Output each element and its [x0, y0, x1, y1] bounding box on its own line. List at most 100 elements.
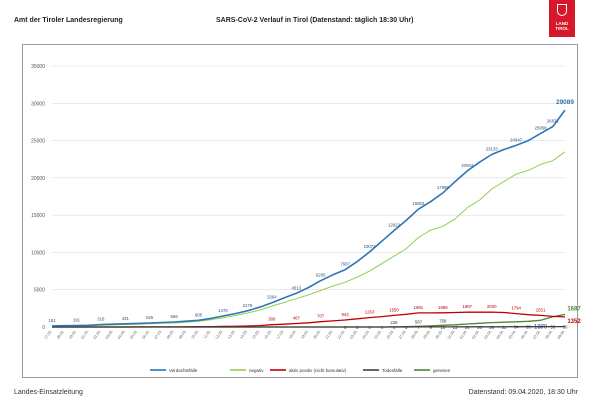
series-line-verdacht [51, 109, 566, 327]
data-label-tod: 7 [417, 325, 420, 330]
series-line-genesen [52, 313, 566, 328]
data-label-tod: 10 [440, 325, 445, 330]
data-label-aktiv: 1794 [511, 306, 521, 311]
x-tick-label: 07.04. [532, 329, 541, 339]
y-tick-label: 35000 [31, 64, 45, 70]
x-tick-label: 28.02. [56, 329, 65, 339]
data-label-tod: 4 [393, 325, 396, 330]
data-label-aktiv: 309 [268, 317, 276, 322]
data-label-verdacht: 29089 [556, 99, 574, 106]
data-label-tod: 26 [477, 325, 482, 330]
legend-label-tod: Todesfälle [382, 368, 403, 373]
x-tick-label: 07.03. [154, 329, 163, 339]
logo-text: LAND TIROL [555, 21, 569, 31]
data-label-genesen: 1370 [534, 324, 548, 330]
data-label-tod: 2 [356, 325, 359, 330]
x-tick-label: 05.03. [129, 329, 138, 339]
x-tick-label: 04.04. [496, 329, 505, 339]
data-label-verdacht: 4513 [292, 285, 302, 290]
data-label-tod: 13 [453, 325, 458, 330]
x-tick-label: 13.03. [227, 329, 236, 339]
data-label-verdacht: 10072 [364, 244, 377, 249]
organization-name: Amt der Tiroler Landesregierung [14, 17, 123, 24]
x-tick-label: 01.04. [459, 329, 468, 339]
data-label-verdacht: 525 [146, 315, 154, 320]
data-label-verdacht: 15803 [412, 201, 425, 206]
data-label-tod: 5 [405, 325, 408, 330]
x-tick-label: 16.03. [264, 329, 273, 339]
x-tick-label: 10.03. [190, 329, 199, 339]
x-tick-label: 23.03. [349, 329, 358, 339]
data-label-tod: 53 [550, 325, 555, 330]
data-label-aktiv: 942 [342, 312, 350, 317]
y-tick-label: 0 [42, 325, 45, 331]
data-label-aktiv: 1987 [463, 304, 473, 309]
y-tick-label: 25000 [31, 139, 45, 145]
data-label-verdacht: 1470 [218, 308, 228, 313]
data-label-verdacht: 3264 [267, 295, 277, 300]
y-tick-label: 15000 [31, 213, 45, 219]
legend-label-negativ: negativ [249, 368, 264, 373]
x-tick-label: 03.03. [105, 329, 114, 339]
x-tick-label: 27.02. [44, 329, 53, 339]
x-tick-label: 29.03. [422, 329, 431, 339]
data-label-verdacht: 23133 [486, 146, 499, 151]
data-label-genesen: 587 [415, 319, 423, 324]
data-label-tod: 39 [538, 325, 543, 330]
chart-frame [22, 44, 578, 378]
x-tick-label: 09.04. [557, 329, 566, 339]
y-tick-label: 30000 [31, 101, 45, 107]
x-tick-label: 02.03. [93, 329, 102, 339]
x-tick-label: 22.03. [337, 329, 346, 339]
x-tick-label: 18.03. [288, 329, 297, 339]
x-tick-label: 26.03. [386, 329, 395, 339]
data-label-verdacht: 2178 [243, 303, 253, 308]
data-label-verdacht: 12922 [388, 223, 401, 228]
data-label-tod: 24 [465, 325, 470, 330]
x-tick-label: 31.03. [447, 329, 456, 339]
data-label-aktiv: 1898 [438, 305, 448, 310]
legend-label-genesen: genesen [433, 368, 451, 373]
data-label-verdacht: 26872 [547, 119, 560, 124]
x-tick-label: 21.03. [325, 329, 334, 339]
y-tick-label: 5000 [34, 288, 45, 294]
data-label-verdacht: 24347 [510, 137, 523, 142]
legend-label-verdacht: Verdachtsfälle [169, 368, 198, 373]
data-label-verdacht: 151 [48, 318, 56, 323]
y-tick-label: 20000 [31, 176, 45, 182]
data-label-verdacht: 318 [97, 317, 105, 322]
data-label-tod: 31 [502, 325, 507, 330]
x-tick-label: 03.04. [484, 329, 493, 339]
data-label-verdacht: 17988 [437, 185, 450, 190]
eagle-shield-icon [557, 4, 567, 16]
x-tick-label: 29.02. [68, 329, 77, 339]
y-tick-label: 10000 [31, 250, 45, 256]
data-label-genesen: 758 [439, 318, 447, 323]
x-tick-label: 27.03. [398, 329, 407, 339]
x-tick-label: 20.03. [313, 329, 322, 339]
x-tick-label: 02.04. [471, 329, 480, 339]
data-label-aktiv: 707 [317, 314, 325, 319]
x-tick-label: 17.03. [276, 329, 285, 339]
data-label-verdacht: 905 [195, 312, 203, 317]
data-label-verdacht: 191 [73, 318, 81, 323]
x-tick-label: 25.03. [374, 329, 383, 339]
x-tick-label: 19.03. [300, 329, 309, 339]
data-label-verdacht: 666 [171, 314, 179, 319]
chart-title: SARS-CoV-2 Verlauf in Tirol (Datenstand:… [216, 17, 414, 24]
x-tick-label: 11.03. [203, 329, 212, 339]
data-label-genesen: 226 [390, 320, 398, 325]
land-tirol-logo: LAND TIROL [549, 0, 575, 37]
data-label-tod: 34 [514, 325, 519, 330]
x-tick-label: 05.04. [508, 329, 517, 339]
data-label-verdacht: 7687 [340, 262, 350, 267]
x-tick-label: 06.03. [142, 329, 151, 339]
x-tick-label: 24.03. [361, 329, 370, 339]
data-label-tod: 4 [381, 325, 384, 330]
data-label-aktiv: 2000 [487, 304, 497, 309]
x-tick-label: 08.03. [166, 329, 175, 339]
x-tick-label: 09.03. [178, 329, 187, 339]
x-tick-label: 12.03. [215, 329, 224, 339]
data-label-aktiv: 1550 [389, 307, 399, 312]
